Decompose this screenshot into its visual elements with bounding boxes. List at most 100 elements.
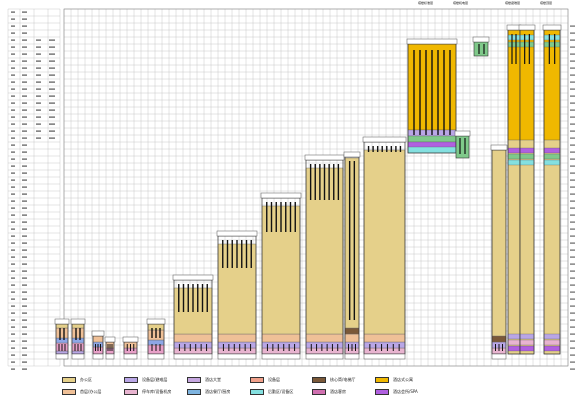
top-label-3: 塔楼避难层 (505, 1, 521, 5)
axis-mark (22, 347, 27, 349)
axis-mark (22, 340, 27, 342)
axis-mark (22, 263, 27, 265)
legend-swatch (312, 377, 326, 383)
axis-mark (11, 207, 15, 209)
axis-mark (36, 109, 41, 111)
axis-mark (570, 242, 575, 244)
stack-segment (173, 333, 213, 343)
stack-header (406, 38, 458, 45)
axis-mark (570, 158, 575, 160)
legend-item-hotel-dining: 酒店餐厅/厨房 (187, 389, 230, 395)
band (543, 147, 561, 154)
axis-mark (11, 144, 15, 146)
axis-mark (11, 11, 15, 13)
axis-mark (11, 158, 15, 160)
axis-mark (49, 116, 55, 118)
axis-mark (11, 235, 15, 237)
axis-mark (570, 25, 575, 27)
stack-header (70, 318, 86, 325)
axis-mark (570, 249, 575, 251)
axis-mark (49, 137, 55, 139)
legend-item-service: 后勤区/设备区 (250, 389, 293, 395)
axis-mark (570, 102, 575, 104)
axis-mark (36, 53, 41, 55)
axis-mark (11, 165, 15, 167)
stack-header (54, 318, 70, 325)
axis-mark (22, 67, 27, 69)
band (543, 333, 561, 340)
legend-label: 设备层/避难层 (142, 377, 168, 382)
axis-mark (22, 158, 27, 160)
stack-segment (363, 333, 406, 343)
axis-mark (22, 172, 27, 174)
axis-mark (22, 312, 27, 314)
legend-item-hotel-room: 酒店客房 (312, 389, 346, 395)
band (407, 146, 457, 154)
axis-mark (570, 200, 575, 202)
axis-mark (570, 81, 575, 83)
axis-mark (570, 207, 575, 209)
building-stack (172, 274, 214, 360)
axis-mark (22, 144, 27, 146)
axis-mark (11, 186, 15, 188)
legend-swatch (124, 377, 138, 383)
tower-small-top (454, 130, 471, 159)
axis-mark (49, 53, 55, 55)
axis-mark (570, 53, 575, 55)
axis-mark (11, 39, 15, 41)
axis-mark (11, 326, 15, 328)
axis-mark (570, 221, 575, 223)
axis-mark (22, 235, 27, 237)
building-stack (304, 154, 345, 360)
axis-mark (11, 270, 15, 272)
axis-mark (570, 109, 575, 111)
axis-mark (22, 53, 27, 55)
stack-footer (92, 353, 104, 360)
axis-mark (22, 291, 27, 293)
stack-footer (217, 353, 257, 360)
axis-mark (11, 221, 15, 223)
axis-mark (11, 368, 15, 370)
axis-mark (22, 95, 27, 97)
stack-footer (173, 353, 213, 360)
building-stack (54, 318, 70, 360)
axis-mark (22, 130, 27, 132)
legend-swatch (62, 389, 76, 395)
axis-mark (570, 263, 575, 265)
axis-mark (22, 270, 27, 272)
axis-mark (570, 284, 575, 286)
axis-mark (11, 305, 15, 307)
legend-swatch (375, 389, 389, 395)
axis-mark (22, 32, 27, 34)
axis-mark (22, 46, 27, 48)
axis-mark (22, 88, 27, 90)
axis-mark (570, 319, 575, 321)
axis-mark (22, 25, 27, 27)
legend-label: 停车库/设备机房 (142, 389, 172, 394)
band (507, 147, 521, 154)
axis-mark (49, 74, 55, 76)
axis-mark (22, 333, 27, 335)
building-stack (146, 318, 166, 360)
building-stack (122, 336, 139, 360)
legend-label: 核心筒/电梯厅 (330, 377, 356, 382)
stack-footer (261, 353, 301, 360)
stack-footer (491, 353, 507, 360)
legend-item-core: 核心筒/电梯厅 (312, 377, 355, 383)
legend: 办公区 首层/办公层 设备层/避难层 停车库/设备机房 酒店大堂 酒店餐厅/厨房… (62, 377, 562, 405)
axis-mark (11, 18, 15, 20)
band (519, 333, 535, 340)
axis-mark (11, 284, 15, 286)
stack-header (490, 144, 508, 151)
stack-header (172, 274, 214, 281)
axis-mark (22, 151, 27, 153)
axis-mark (11, 200, 15, 202)
axis-mark (570, 340, 575, 342)
axis-mark (22, 354, 27, 356)
axis-mark (22, 123, 27, 125)
axis-mark (36, 67, 41, 69)
stack-header (472, 36, 490, 43)
axis-mark (570, 137, 575, 139)
stack-segment (92, 335, 104, 343)
axis-mark (11, 25, 15, 27)
